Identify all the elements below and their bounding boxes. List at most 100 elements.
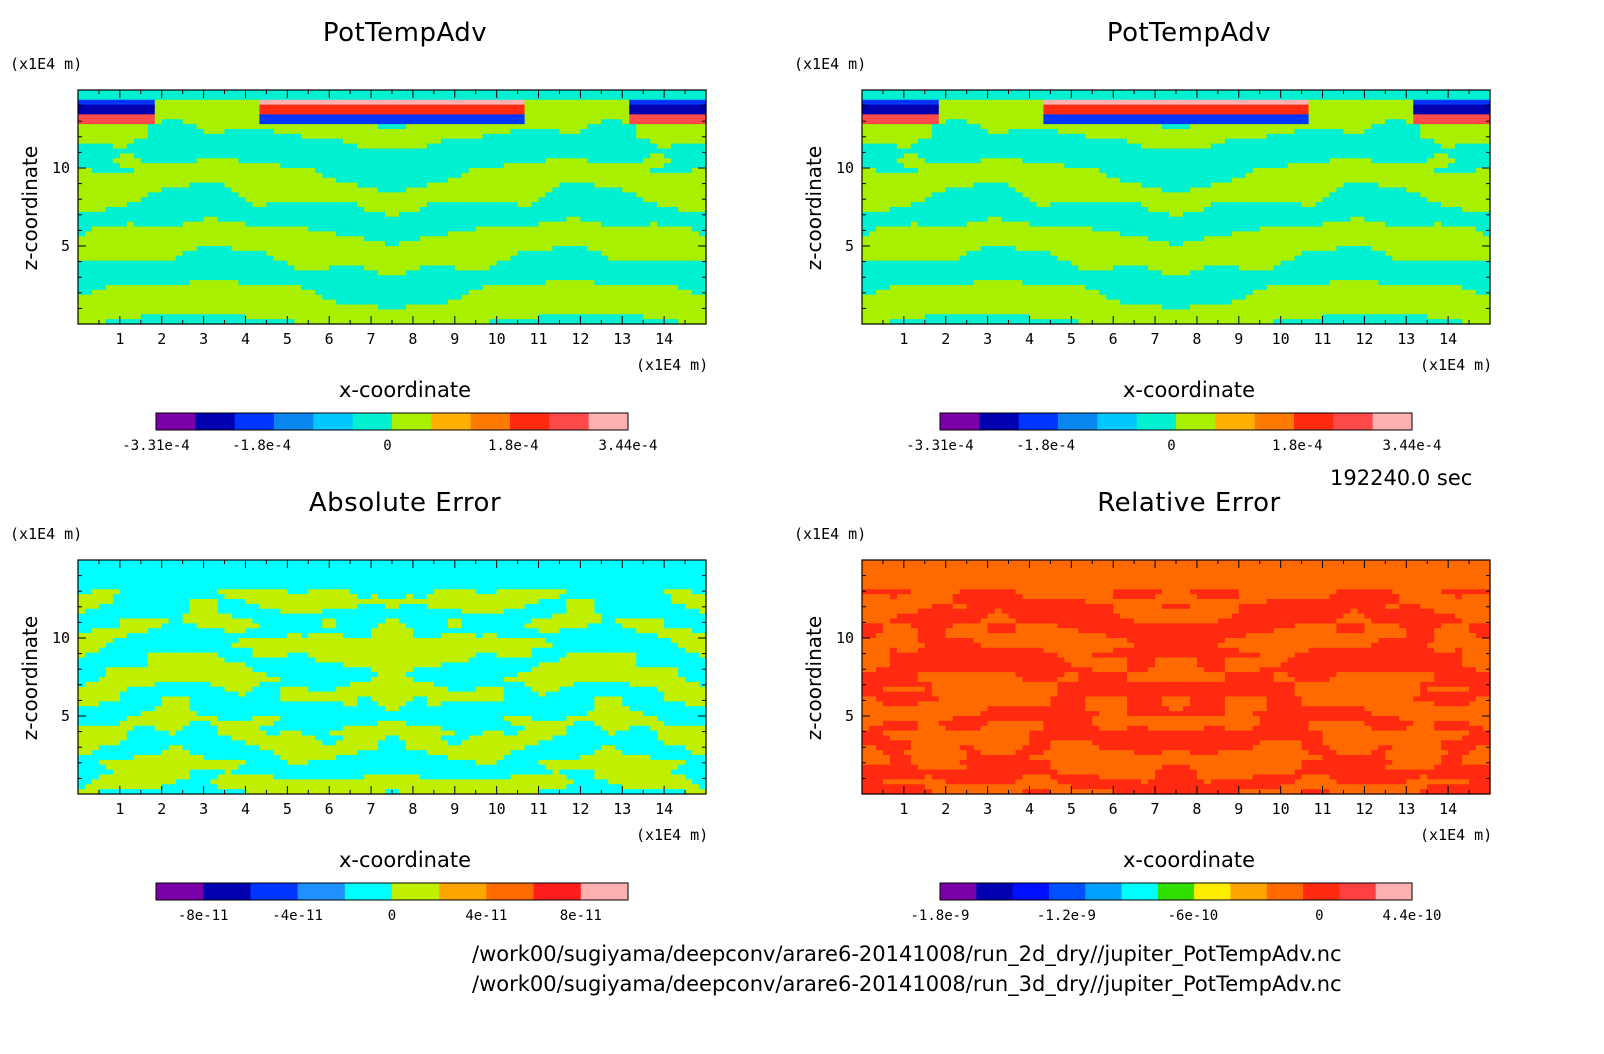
field-cell bbox=[1329, 90, 1338, 96]
field-cell bbox=[294, 250, 302, 257]
field-cell bbox=[140, 265, 149, 271]
field-cell bbox=[594, 119, 602, 125]
field-cell bbox=[168, 133, 177, 140]
field-cell bbox=[343, 143, 351, 150]
field-cell bbox=[1127, 109, 1135, 115]
field-cell bbox=[496, 143, 505, 150]
field-cell bbox=[615, 211, 623, 218]
field-cell bbox=[1064, 109, 1072, 115]
field-cell bbox=[699, 285, 707, 291]
field-cell bbox=[608, 158, 616, 164]
field-cell bbox=[231, 260, 240, 267]
field-cell bbox=[322, 236, 330, 242]
field-cell bbox=[1273, 109, 1282, 115]
field-cell bbox=[385, 216, 393, 223]
field-cell bbox=[503, 221, 512, 228]
field-cell bbox=[287, 221, 295, 228]
field-cell bbox=[378, 148, 386, 154]
field-cell bbox=[678, 99, 686, 106]
field-cell bbox=[545, 226, 554, 232]
field-cell bbox=[608, 148, 616, 154]
field-cell bbox=[531, 153, 540, 159]
field-cell bbox=[266, 197, 274, 203]
field-cell bbox=[1099, 94, 1107, 101]
field-cell bbox=[629, 285, 637, 291]
field-cell bbox=[1413, 94, 1421, 101]
field-cell bbox=[601, 104, 609, 111]
field-cell bbox=[231, 299, 240, 306]
field-cell bbox=[189, 260, 198, 267]
field-cell bbox=[273, 231, 281, 237]
field-cell bbox=[426, 255, 435, 262]
field-cell bbox=[573, 250, 581, 257]
field-cell bbox=[210, 192, 219, 198]
field-cell bbox=[664, 265, 672, 271]
field-cell bbox=[545, 260, 554, 267]
field-cell bbox=[692, 265, 700, 271]
field-cell bbox=[398, 260, 407, 267]
field-cell bbox=[580, 231, 588, 237]
field-cell bbox=[615, 309, 623, 315]
field-cell bbox=[301, 202, 309, 208]
field-cell bbox=[1364, 104, 1372, 111]
field-cell bbox=[91, 250, 100, 257]
field-cell bbox=[357, 172, 365, 179]
field-cell bbox=[259, 221, 267, 228]
field-cell bbox=[664, 275, 672, 281]
field-cell bbox=[1322, 109, 1331, 115]
field-cell bbox=[573, 265, 581, 271]
field-cell bbox=[336, 221, 344, 228]
field-cell bbox=[664, 182, 672, 189]
field-cell bbox=[105, 104, 114, 111]
field-cell bbox=[168, 90, 177, 96]
field-cell bbox=[364, 129, 372, 135]
field-cell bbox=[1141, 109, 1149, 115]
field-cell bbox=[189, 265, 198, 271]
field-cell bbox=[84, 197, 93, 203]
field-cell bbox=[636, 133, 644, 140]
field-cell bbox=[622, 241, 630, 247]
field-cell bbox=[545, 114, 554, 120]
field-cell bbox=[566, 168, 575, 174]
field-cell bbox=[112, 226, 121, 232]
field-cell bbox=[412, 133, 421, 140]
field-cell bbox=[517, 153, 526, 159]
field-cell bbox=[692, 231, 700, 237]
field-cell bbox=[566, 314, 575, 320]
field-cell bbox=[147, 319, 156, 325]
field-cell bbox=[1057, 109, 1065, 115]
field-cell bbox=[398, 168, 407, 174]
field-cell bbox=[336, 177, 344, 184]
field-cell bbox=[78, 202, 86, 208]
field-cell bbox=[468, 197, 477, 203]
field-cell bbox=[259, 177, 267, 184]
field-cell bbox=[1420, 104, 1428, 111]
field-cell bbox=[133, 246, 142, 252]
field-cell bbox=[447, 133, 456, 140]
field-cell bbox=[608, 319, 616, 325]
field-cell bbox=[210, 114, 219, 120]
field-cell bbox=[594, 168, 602, 174]
field-cell bbox=[482, 304, 491, 310]
field-cell bbox=[587, 153, 595, 159]
field-cell bbox=[196, 207, 205, 213]
field-cell bbox=[1050, 114, 1058, 120]
field-cell bbox=[545, 182, 554, 189]
field-cell bbox=[182, 99, 191, 106]
field-cell bbox=[336, 119, 344, 125]
field-cell bbox=[475, 119, 484, 125]
field-cell bbox=[161, 216, 170, 223]
field-cell bbox=[412, 241, 421, 247]
field-cell bbox=[1238, 99, 1247, 106]
field-cell bbox=[580, 104, 588, 111]
field-cell bbox=[343, 250, 351, 257]
field-cell bbox=[210, 241, 219, 247]
field-cell bbox=[133, 129, 142, 135]
field-cell bbox=[622, 143, 630, 150]
field-cell bbox=[699, 192, 707, 198]
field-cell bbox=[678, 172, 686, 179]
field-cell bbox=[622, 192, 630, 198]
field-cell bbox=[608, 207, 616, 213]
field-cell bbox=[154, 236, 163, 242]
field-cell bbox=[531, 231, 540, 237]
